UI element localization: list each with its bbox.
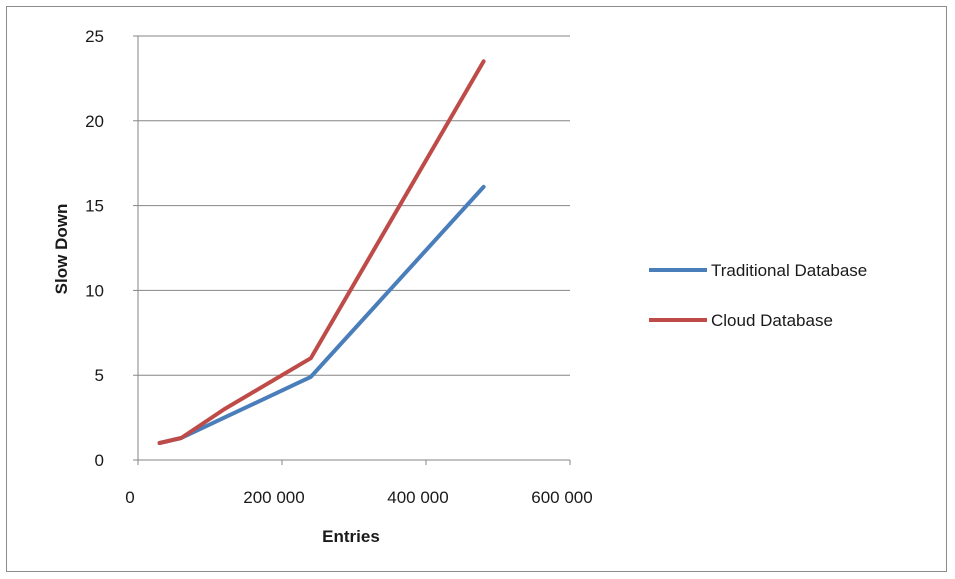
y-tick-label: 10 (85, 281, 104, 300)
x-tick-label: 200 000 (243, 488, 304, 507)
series-line-traditional-database (157, 184, 486, 445)
legend: Traditional Database Cloud Database (649, 261, 867, 330)
gridlines (138, 35, 570, 376)
x-axis-title: Entries (322, 527, 380, 546)
y-tick-label: 0 (95, 451, 104, 470)
y-tick-label: 25 (85, 27, 104, 46)
y-axis-title: Slow Down (52, 204, 71, 295)
x-tick-label: 400 000 (387, 488, 448, 507)
series-line-cloud-database (157, 59, 486, 445)
y-tick-label: 5 (95, 366, 104, 385)
x-tick-label: 0 (125, 488, 134, 507)
chart-frame (6, 6, 947, 572)
series-lines (157, 59, 486, 445)
legend-label: Traditional Database (711, 261, 867, 280)
x-tick-label: 600 000 (531, 488, 592, 507)
y-tick-label: 15 (85, 197, 104, 216)
y-tick-label: 20 (85, 112, 104, 131)
legend-label: Cloud Database (711, 311, 833, 330)
axis-ticks: 0 5 10 15 20 25 0 200 000 400 000 600 000 (85, 27, 593, 507)
